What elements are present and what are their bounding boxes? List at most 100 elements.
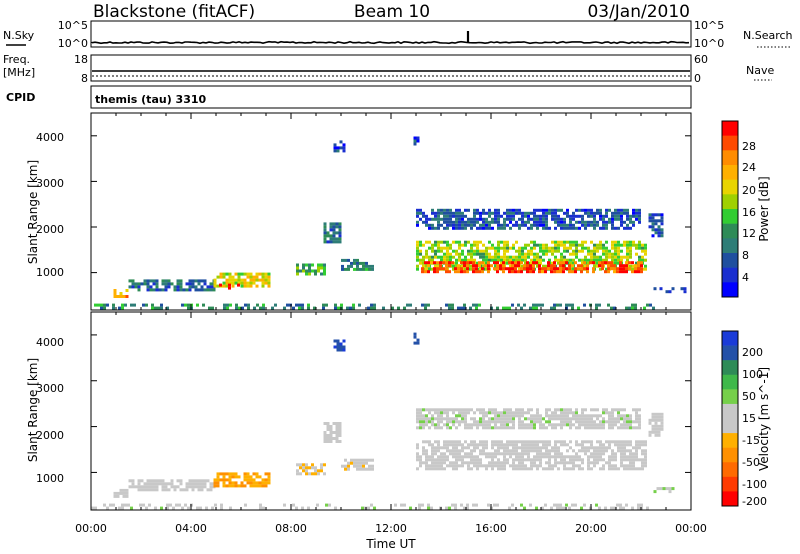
- range-cell: [252, 481, 256, 485]
- range-cell: [440, 452, 443, 456]
- range-cell: [488, 223, 491, 227]
- range-cell: [586, 267, 589, 271]
- range-cell: [470, 246, 473, 250]
- range-cell: [461, 220, 464, 224]
- range-cell: [258, 475, 262, 479]
- range-cell: [340, 303, 343, 307]
- range-cell: [521, 255, 524, 259]
- range-cell: [572, 226, 575, 230]
- range-cell: [554, 411, 557, 415]
- range-cell: [578, 420, 581, 424]
- range-cell: [467, 249, 470, 253]
- range-cell: [623, 452, 626, 456]
- range-cell: [473, 220, 476, 224]
- range-cell: [629, 461, 632, 465]
- range-cell: [336, 149, 340, 153]
- range-cell: [503, 449, 506, 453]
- range-cell: [605, 246, 608, 250]
- range-cell: [457, 267, 460, 271]
- range-cell: [473, 217, 476, 221]
- range-cell: [307, 306, 310, 310]
- range-cell: [425, 423, 428, 427]
- range-cell: [463, 270, 466, 274]
- range-cell: [335, 225, 339, 229]
- range-cell: [599, 458, 602, 462]
- range-cell: [370, 503, 373, 507]
- range-cell: [419, 252, 422, 256]
- range-cell: [419, 464, 422, 468]
- range-cell: [551, 464, 554, 468]
- range-cell: [332, 222, 336, 226]
- range-cell: [329, 440, 333, 443]
- range-cell: [551, 214, 554, 218]
- range-cell: [172, 506, 175, 510]
- power-ytick-2000: 2000: [36, 223, 64, 236]
- range-cell: [485, 220, 488, 224]
- range-cell: [566, 417, 569, 421]
- range-cell: [247, 303, 250, 307]
- range-cell: [632, 267, 635, 271]
- range-cell: [580, 267, 583, 271]
- range-cell: [617, 255, 620, 259]
- range-cell: [654, 222, 658, 226]
- range-cell: [660, 418, 664, 422]
- range-cell: [454, 503, 457, 507]
- range-cell: [440, 455, 443, 459]
- range-cell: [431, 267, 434, 271]
- range-cell: [496, 261, 499, 265]
- nsky-strip: N.Sky 10^5 10^0 10^5 10^0 N.Search: [3, 19, 793, 50]
- range-cell: [140, 282, 144, 286]
- range-cell: [494, 258, 497, 262]
- range-cell: [596, 264, 599, 268]
- range-cell: [267, 281, 271, 285]
- range-cell: [497, 246, 500, 250]
- range-cell: [584, 446, 587, 450]
- range-cell: [467, 455, 470, 459]
- range-cell: [267, 478, 271, 482]
- range-cell: [605, 461, 608, 465]
- range-cell: [461, 264, 464, 268]
- range-cell: [626, 214, 629, 218]
- range-cell: [196, 303, 199, 307]
- range-cell: [518, 420, 521, 424]
- range-cell: [479, 214, 482, 218]
- range-cell: [461, 258, 464, 262]
- range-cell: [473, 455, 476, 459]
- range-cell: [226, 306, 229, 310]
- range-cell: [626, 467, 629, 471]
- range-cell: [644, 464, 647, 468]
- range-cell: [593, 252, 596, 256]
- range-cell: [249, 278, 253, 282]
- range-cell: [455, 461, 458, 465]
- colorbar-step: [722, 345, 738, 361]
- range-cell: [551, 423, 554, 427]
- range-cell: [434, 440, 437, 444]
- range-cell: [620, 423, 623, 427]
- range-cell: [539, 261, 542, 265]
- range-cell: [164, 285, 168, 289]
- range-cell: [518, 226, 521, 230]
- range-cell: [455, 467, 458, 471]
- range-cell: [488, 258, 491, 262]
- range-cell: [494, 414, 497, 418]
- range-cell: [452, 449, 455, 453]
- range-cell: [545, 452, 548, 456]
- range-cell: [437, 423, 440, 427]
- range-cell: [563, 246, 566, 250]
- range-cell: [191, 485, 195, 489]
- range-cell: [323, 231, 327, 235]
- range-cell: [440, 420, 443, 424]
- range-cell: [470, 220, 473, 224]
- range-cell: [249, 478, 253, 482]
- range-cell: [216, 472, 220, 476]
- range-cell: [599, 214, 602, 218]
- range-cell: [557, 261, 560, 265]
- range-cell: [536, 208, 539, 212]
- range-cell: [203, 485, 207, 489]
- range-cell: [467, 446, 470, 450]
- range-cell: [243, 484, 247, 488]
- range-cell: [458, 464, 461, 468]
- range-cell: [654, 424, 658, 428]
- range-cell: [443, 446, 446, 450]
- range-cell: [521, 414, 524, 418]
